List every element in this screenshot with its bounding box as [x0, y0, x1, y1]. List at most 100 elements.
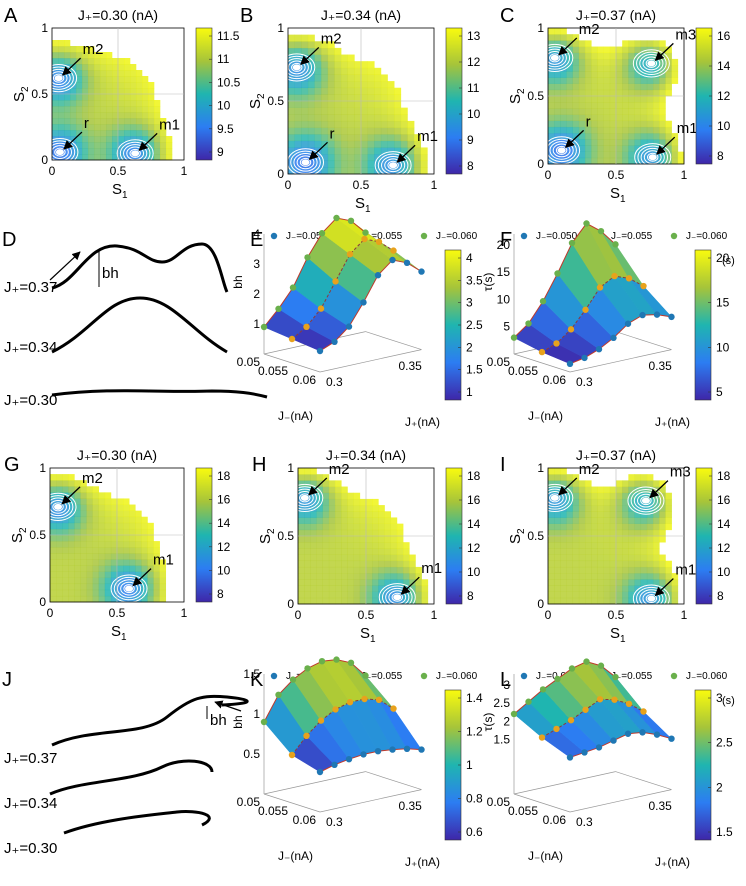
landscape-cell — [653, 554, 660, 562]
landscape-cell — [298, 480, 305, 487]
landscape-cell — [74, 522, 81, 530]
landscape-cell — [310, 474, 317, 481]
data-point — [539, 298, 547, 305]
landscape-cell — [98, 565, 106, 572]
landscape-cell — [616, 65, 623, 72]
landscape-cell — [129, 516, 136, 524]
landscape-cell — [86, 510, 93, 518]
landscape-cell — [640, 65, 648, 72]
landscape-cell — [560, 96, 567, 103]
panel-letter: G — [4, 454, 20, 476]
landscape-cell — [322, 517, 330, 524]
landscape-cell — [374, 101, 382, 108]
landscape-cell — [634, 573, 642, 580]
landscape-cell — [334, 147, 342, 155]
landscape-cell — [52, 112, 59, 119]
landscape-cell — [288, 114, 295, 122]
well-label: r — [586, 113, 591, 130]
landscape-cell — [597, 511, 604, 518]
landscape-cell — [394, 94, 402, 102]
landscape-cell — [86, 492, 93, 499]
x-axis-subscript: 1 — [620, 194, 626, 205]
contour-ring — [632, 49, 670, 78]
landscape-cell — [554, 585, 561, 592]
landscape-cell — [367, 61, 375, 69]
landscape-cell — [335, 585, 342, 592]
data-point — [640, 708, 647, 715]
landscape-cell — [341, 548, 348, 555]
landscape-cell — [80, 595, 87, 603]
landscape-cell — [616, 486, 623, 494]
landscape-cell — [98, 498, 106, 505]
landscape-cell — [335, 480, 342, 487]
landscape-cell — [353, 542, 361, 549]
landscape-cell — [609, 573, 617, 580]
landscape-cell — [622, 579, 629, 586]
landscape-cell — [347, 154, 355, 162]
landscape-cell — [74, 547, 81, 554]
data-point — [525, 320, 532, 327]
landscape-cell — [591, 566, 598, 574]
landscape-cell — [659, 511, 666, 518]
landscape-cell — [314, 41, 322, 49]
landscape-cell — [74, 559, 81, 566]
landscape-cell — [104, 589, 112, 597]
landscape-cell — [603, 579, 611, 586]
landscape-cell — [554, 77, 561, 84]
landscape-cell — [366, 560, 373, 568]
landscape-cell — [341, 81, 349, 89]
landscape-cell — [548, 102, 555, 109]
landscape-cell — [609, 523, 617, 531]
landscape-cell — [560, 133, 567, 140]
landscape-cell — [50, 522, 57, 530]
landscape-cell — [622, 548, 629, 555]
landscape-cell — [314, 167, 322, 175]
landscape-cell — [578, 536, 586, 543]
landscape-cell — [640, 46, 648, 54]
landscape-cell — [361, 167, 368, 175]
landscape-cell — [554, 548, 561, 555]
landscape-cell — [591, 133, 598, 140]
landscape-cell — [554, 126, 561, 134]
landscape-cell — [560, 58, 567, 66]
landscape-cell — [94, 118, 101, 125]
landscape-cell — [118, 58, 125, 65]
landscape-cell — [560, 28, 567, 35]
landscape-cell — [372, 529, 379, 537]
landscape-cell — [640, 133, 648, 140]
contour-ring — [40, 64, 78, 93]
data-point — [318, 230, 326, 237]
landscape-cell — [159, 559, 167, 566]
y-tick-label: 0 — [287, 597, 294, 611]
landscape-cell — [334, 160, 342, 168]
landscape-cell — [328, 529, 336, 537]
landscape-cell — [372, 554, 379, 562]
landscape-cell — [294, 41, 302, 49]
landscape-cell — [378, 517, 385, 524]
landscape-cell — [322, 486, 330, 494]
landscape-cell — [353, 511, 361, 518]
landscape-cell — [294, 140, 302, 148]
colorbar-tick-label: 14 — [467, 517, 481, 531]
y-axis-subscript: 2 — [256, 93, 267, 99]
landscape-cell — [135, 559, 142, 566]
y-tick-label: 1 — [537, 21, 544, 35]
landscape-cell — [653, 560, 660, 568]
landscape-cell — [372, 591, 379, 599]
landscape-cell — [597, 554, 604, 562]
landscape-cell — [100, 100, 107, 107]
landscape-cell — [359, 505, 367, 512]
landscape-cell — [578, 597, 586, 605]
jminus-tick-label: 0.06 — [293, 813, 317, 827]
landscape-cell — [298, 474, 305, 481]
energy-curve — [51, 296, 228, 354]
landscape-cell — [572, 498, 580, 506]
landscape-cell — [572, 492, 580, 500]
landscape-cell — [94, 112, 101, 119]
landscape-cell — [603, 498, 611, 506]
landscape-cell — [628, 560, 635, 568]
landscape-cell — [640, 114, 648, 122]
landscape-cell — [74, 480, 81, 487]
landscape-cell — [118, 112, 125, 119]
landscape-cell — [566, 133, 574, 140]
